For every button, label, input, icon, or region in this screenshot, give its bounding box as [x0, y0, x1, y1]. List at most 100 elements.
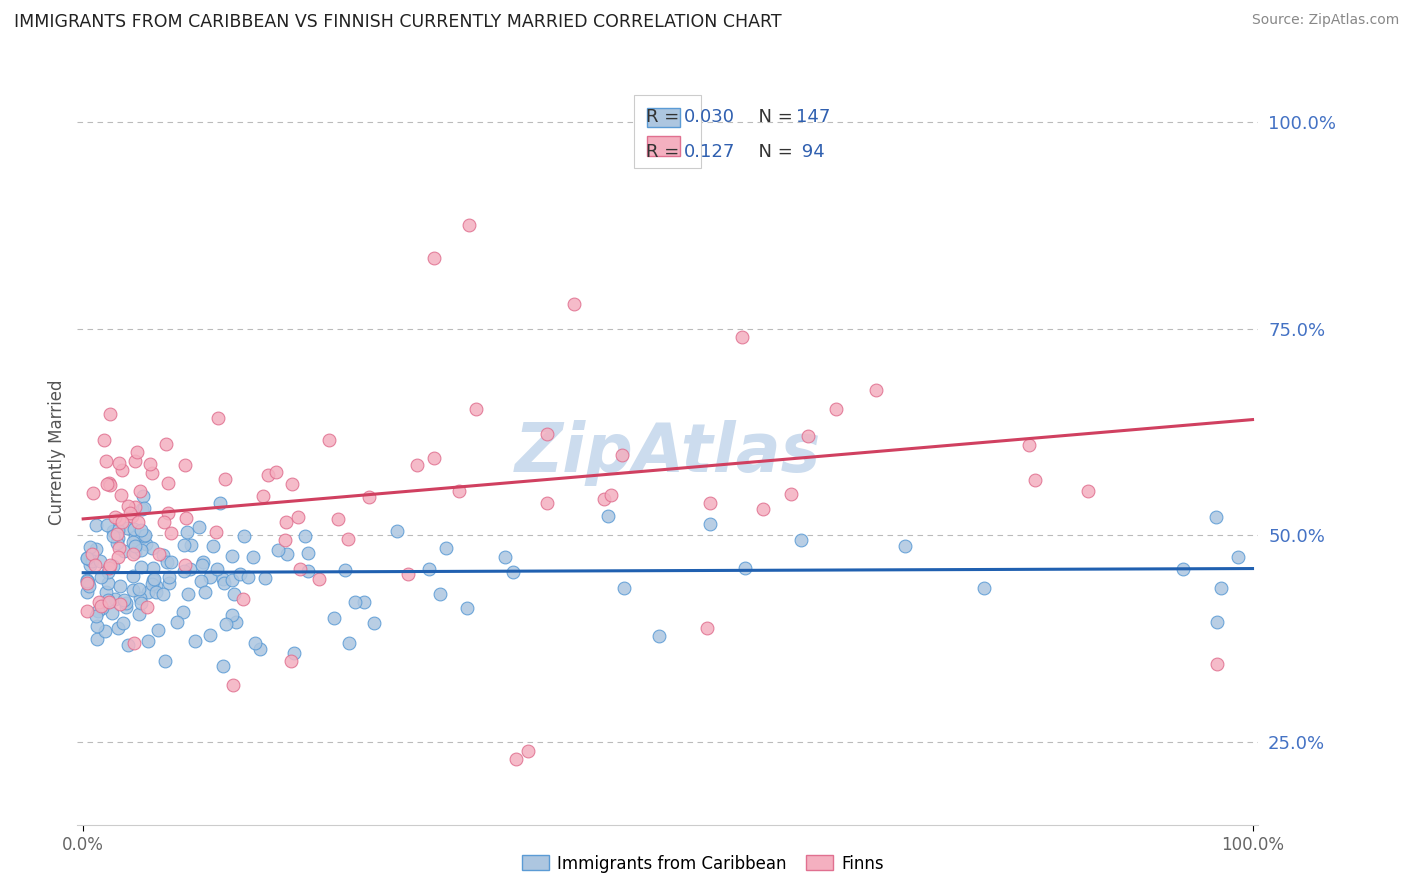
Point	[207, 411, 229, 425]
Point	[115, 596, 138, 610]
Point	[127, 515, 149, 529]
Point	[84, 518, 107, 533]
Text: N =: N =	[747, 144, 799, 161]
Point	[152, 548, 174, 562]
Point	[107, 523, 129, 537]
Point	[152, 587, 174, 601]
Point	[117, 499, 139, 513]
Point	[274, 533, 297, 548]
Point	[222, 587, 245, 601]
Text: 0.127: 0.127	[683, 144, 735, 161]
Point	[146, 623, 169, 637]
Point	[108, 541, 131, 556]
Point	[86, 609, 108, 624]
Point	[598, 509, 620, 524]
Text: IMMIGRANTS FROM CARIBBEAN VS FINNISH CURRENTLY MARRIED CORRELATION CHART: IMMIGRANTS FROM CARIBBEAN VS FINNISH CUR…	[14, 13, 782, 31]
Point	[136, 585, 159, 599]
Point	[107, 621, 129, 635]
Point	[176, 524, 198, 539]
Point	[108, 597, 131, 611]
Point	[87, 604, 110, 618]
Point	[101, 606, 124, 620]
Point	[148, 547, 170, 561]
Point	[396, 567, 419, 582]
Point	[157, 476, 180, 491]
Point	[202, 539, 225, 553]
Y-axis label: Currently Married: Currently Married	[48, 380, 66, 525]
Text: 0.030: 0.030	[683, 109, 735, 127]
Point	[76, 573, 98, 587]
Point	[82, 554, 104, 568]
Point	[198, 628, 221, 642]
Point	[98, 475, 121, 490]
Point	[145, 585, 167, 599]
Point	[205, 524, 228, 539]
Point	[610, 448, 633, 462]
Point	[101, 529, 124, 543]
Point	[288, 562, 311, 576]
Point	[129, 483, 152, 498]
Point	[418, 562, 440, 576]
Point	[353, 595, 375, 609]
Point	[294, 529, 316, 543]
Point	[232, 592, 254, 607]
Point	[592, 492, 614, 507]
Legend: Immigrants from Caribbean, Finns: Immigrants from Caribbean, Finns	[515, 848, 891, 880]
Point	[385, 524, 408, 539]
Point	[94, 453, 117, 467]
Point	[696, 621, 718, 635]
Point	[751, 502, 773, 516]
Point	[155, 437, 177, 451]
Point	[122, 535, 145, 549]
Point	[236, 570, 259, 584]
Point	[254, 571, 277, 585]
Point	[156, 555, 179, 569]
Point	[159, 526, 181, 541]
Point	[209, 496, 232, 510]
Point	[86, 632, 108, 647]
Point	[780, 486, 803, 500]
Point	[97, 593, 120, 607]
Point	[281, 477, 304, 491]
Point	[562, 296, 585, 310]
Point	[76, 550, 98, 565]
Legend: , : ,	[634, 95, 702, 169]
Point	[129, 596, 152, 610]
Point	[96, 476, 118, 491]
Point	[103, 558, 125, 573]
Point	[297, 565, 319, 579]
Point	[108, 579, 131, 593]
Point	[122, 569, 145, 583]
Point	[536, 427, 558, 442]
Point	[90, 569, 112, 583]
Point	[224, 615, 246, 629]
Point	[143, 572, 166, 586]
Point	[98, 561, 121, 575]
Point	[166, 615, 188, 629]
Point	[194, 584, 217, 599]
Point	[249, 641, 271, 656]
Point	[115, 520, 138, 534]
Point	[276, 547, 298, 561]
Point	[112, 544, 135, 558]
Point	[93, 433, 115, 447]
Point	[124, 454, 146, 468]
Point	[280, 654, 302, 668]
Point	[96, 517, 118, 532]
Point	[1206, 615, 1229, 630]
Point	[287, 510, 309, 524]
Point	[252, 489, 274, 503]
Point	[229, 566, 252, 581]
Point	[128, 582, 150, 596]
Text: R =: R =	[647, 144, 690, 161]
Point	[90, 599, 112, 613]
Point	[422, 451, 444, 466]
Point	[117, 638, 139, 652]
Point	[131, 523, 153, 537]
Text: ZipAtlas: ZipAtlas	[515, 420, 821, 485]
Point	[1205, 509, 1227, 524]
Point	[516, 744, 538, 758]
Point	[122, 547, 145, 561]
Point	[84, 558, 107, 572]
Point	[172, 605, 194, 619]
